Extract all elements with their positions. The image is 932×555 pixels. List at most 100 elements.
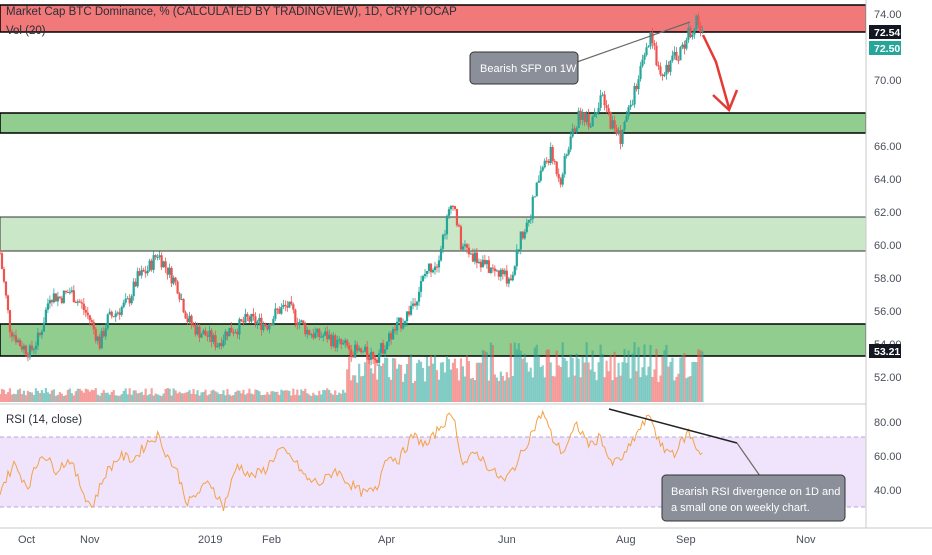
candle-body — [503, 270, 506, 275]
volume-bar — [8, 388, 12, 402]
price-tick-label: 58.00 — [874, 273, 902, 285]
volume-bar — [290, 395, 293, 402]
volume-bar — [180, 393, 183, 402]
candle-body — [485, 260, 488, 265]
volume-bar — [523, 353, 526, 402]
candle-body — [370, 351, 373, 360]
candle-body — [206, 335, 209, 337]
time-tick-label: Apr — [378, 534, 395, 546]
volume-bar — [10, 394, 14, 402]
volume-bar — [232, 395, 235, 402]
price-tag-53-21 — [869, 344, 901, 358]
volume-bar — [130, 394, 133, 402]
volume-bar — [60, 393, 63, 402]
volume-bar — [222, 390, 225, 402]
candle-body — [150, 260, 153, 270]
volume-bar — [54, 395, 57, 402]
volume-bar — [314, 394, 317, 402]
volume-bar — [350, 380, 353, 402]
volume-bar — [399, 364, 403, 402]
candle-body — [108, 311, 111, 315]
candle-body — [56, 296, 59, 302]
volume-bar — [192, 389, 195, 402]
candle-body — [593, 113, 596, 117]
volume-bar — [691, 362, 694, 402]
candle-body — [154, 255, 157, 258]
candle-body — [681, 44, 684, 48]
candle-body — [222, 339, 225, 347]
volume-bar — [471, 377, 475, 402]
candle-body — [487, 260, 490, 273]
volume-bar — [388, 377, 391, 402]
volume-bar — [342, 389, 345, 402]
volume-bar — [551, 375, 554, 402]
candle-body — [68, 291, 71, 293]
volume-bar — [362, 375, 365, 402]
sfp-callout-box[interactable] — [469, 51, 579, 85]
volume-bar — [170, 395, 173, 402]
candle-body — [425, 270, 429, 274]
candle-body — [537, 180, 540, 183]
volume-bar — [517, 343, 520, 402]
candle-body — [633, 85, 636, 105]
volume-bar — [316, 395, 319, 402]
price-tag-53-21-text: 53.21 — [874, 346, 900, 358]
candle-body — [539, 170, 542, 181]
volume-bar — [66, 389, 69, 402]
candle-body — [298, 321, 301, 325]
volume-bar — [150, 388, 153, 402]
candle-body — [242, 321, 245, 323]
volume-bar — [465, 355, 469, 402]
volume-bar — [312, 392, 315, 402]
candle-body — [415, 301, 419, 306]
candle-body — [429, 263, 433, 273]
volume-bar — [258, 391, 261, 402]
candle-body — [589, 126, 592, 128]
volume-bar — [693, 361, 696, 402]
sfp-callout-line — [559, 21, 691, 69]
volume-bar — [38, 393, 42, 402]
candle-body — [270, 323, 273, 326]
candle-body — [667, 64, 670, 72]
candle-body — [286, 305, 289, 308]
volume-bar — [168, 388, 171, 402]
volume-bar — [513, 342, 516, 402]
volume-bar — [435, 370, 439, 402]
volume-bar — [254, 389, 257, 402]
time-tick-label: 2019 — [198, 534, 222, 546]
candle-body — [699, 25, 702, 33]
volume-bar — [118, 395, 121, 402]
volume-bar — [272, 391, 275, 402]
volume-bar — [236, 390, 239, 402]
volume-bar — [124, 388, 127, 402]
candle-body — [645, 47, 648, 56]
candle-body — [214, 335, 217, 348]
volume-bar — [391, 358, 395, 402]
rsi-axis-ticks: 40.00 60.00 80.00 — [874, 417, 902, 497]
volume-bar — [58, 392, 61, 402]
candle-body — [36, 332, 40, 346]
rsi-tick-label: 80.00 — [874, 417, 902, 429]
candle-body — [523, 232, 526, 239]
candle-body — [695, 15, 698, 30]
volume-bar — [322, 389, 325, 402]
volume-bar — [74, 391, 77, 402]
candle-body — [675, 51, 678, 61]
volume-bar — [673, 380, 676, 402]
candle-body — [595, 112, 598, 114]
volume-bar — [679, 357, 682, 402]
candle-body — [665, 64, 668, 75]
candle-body — [386, 341, 389, 350]
volume-bar — [637, 347, 640, 402]
candle-body — [192, 324, 195, 326]
volume-bar — [34, 388, 38, 402]
candle-body — [140, 269, 143, 276]
volume-bar — [136, 393, 139, 402]
volume-bar — [96, 394, 99, 402]
volume-bar — [541, 365, 544, 402]
candle-body — [483, 259, 486, 265]
rsi-callout-box[interactable] — [661, 474, 846, 522]
volume-bar — [689, 375, 692, 402]
